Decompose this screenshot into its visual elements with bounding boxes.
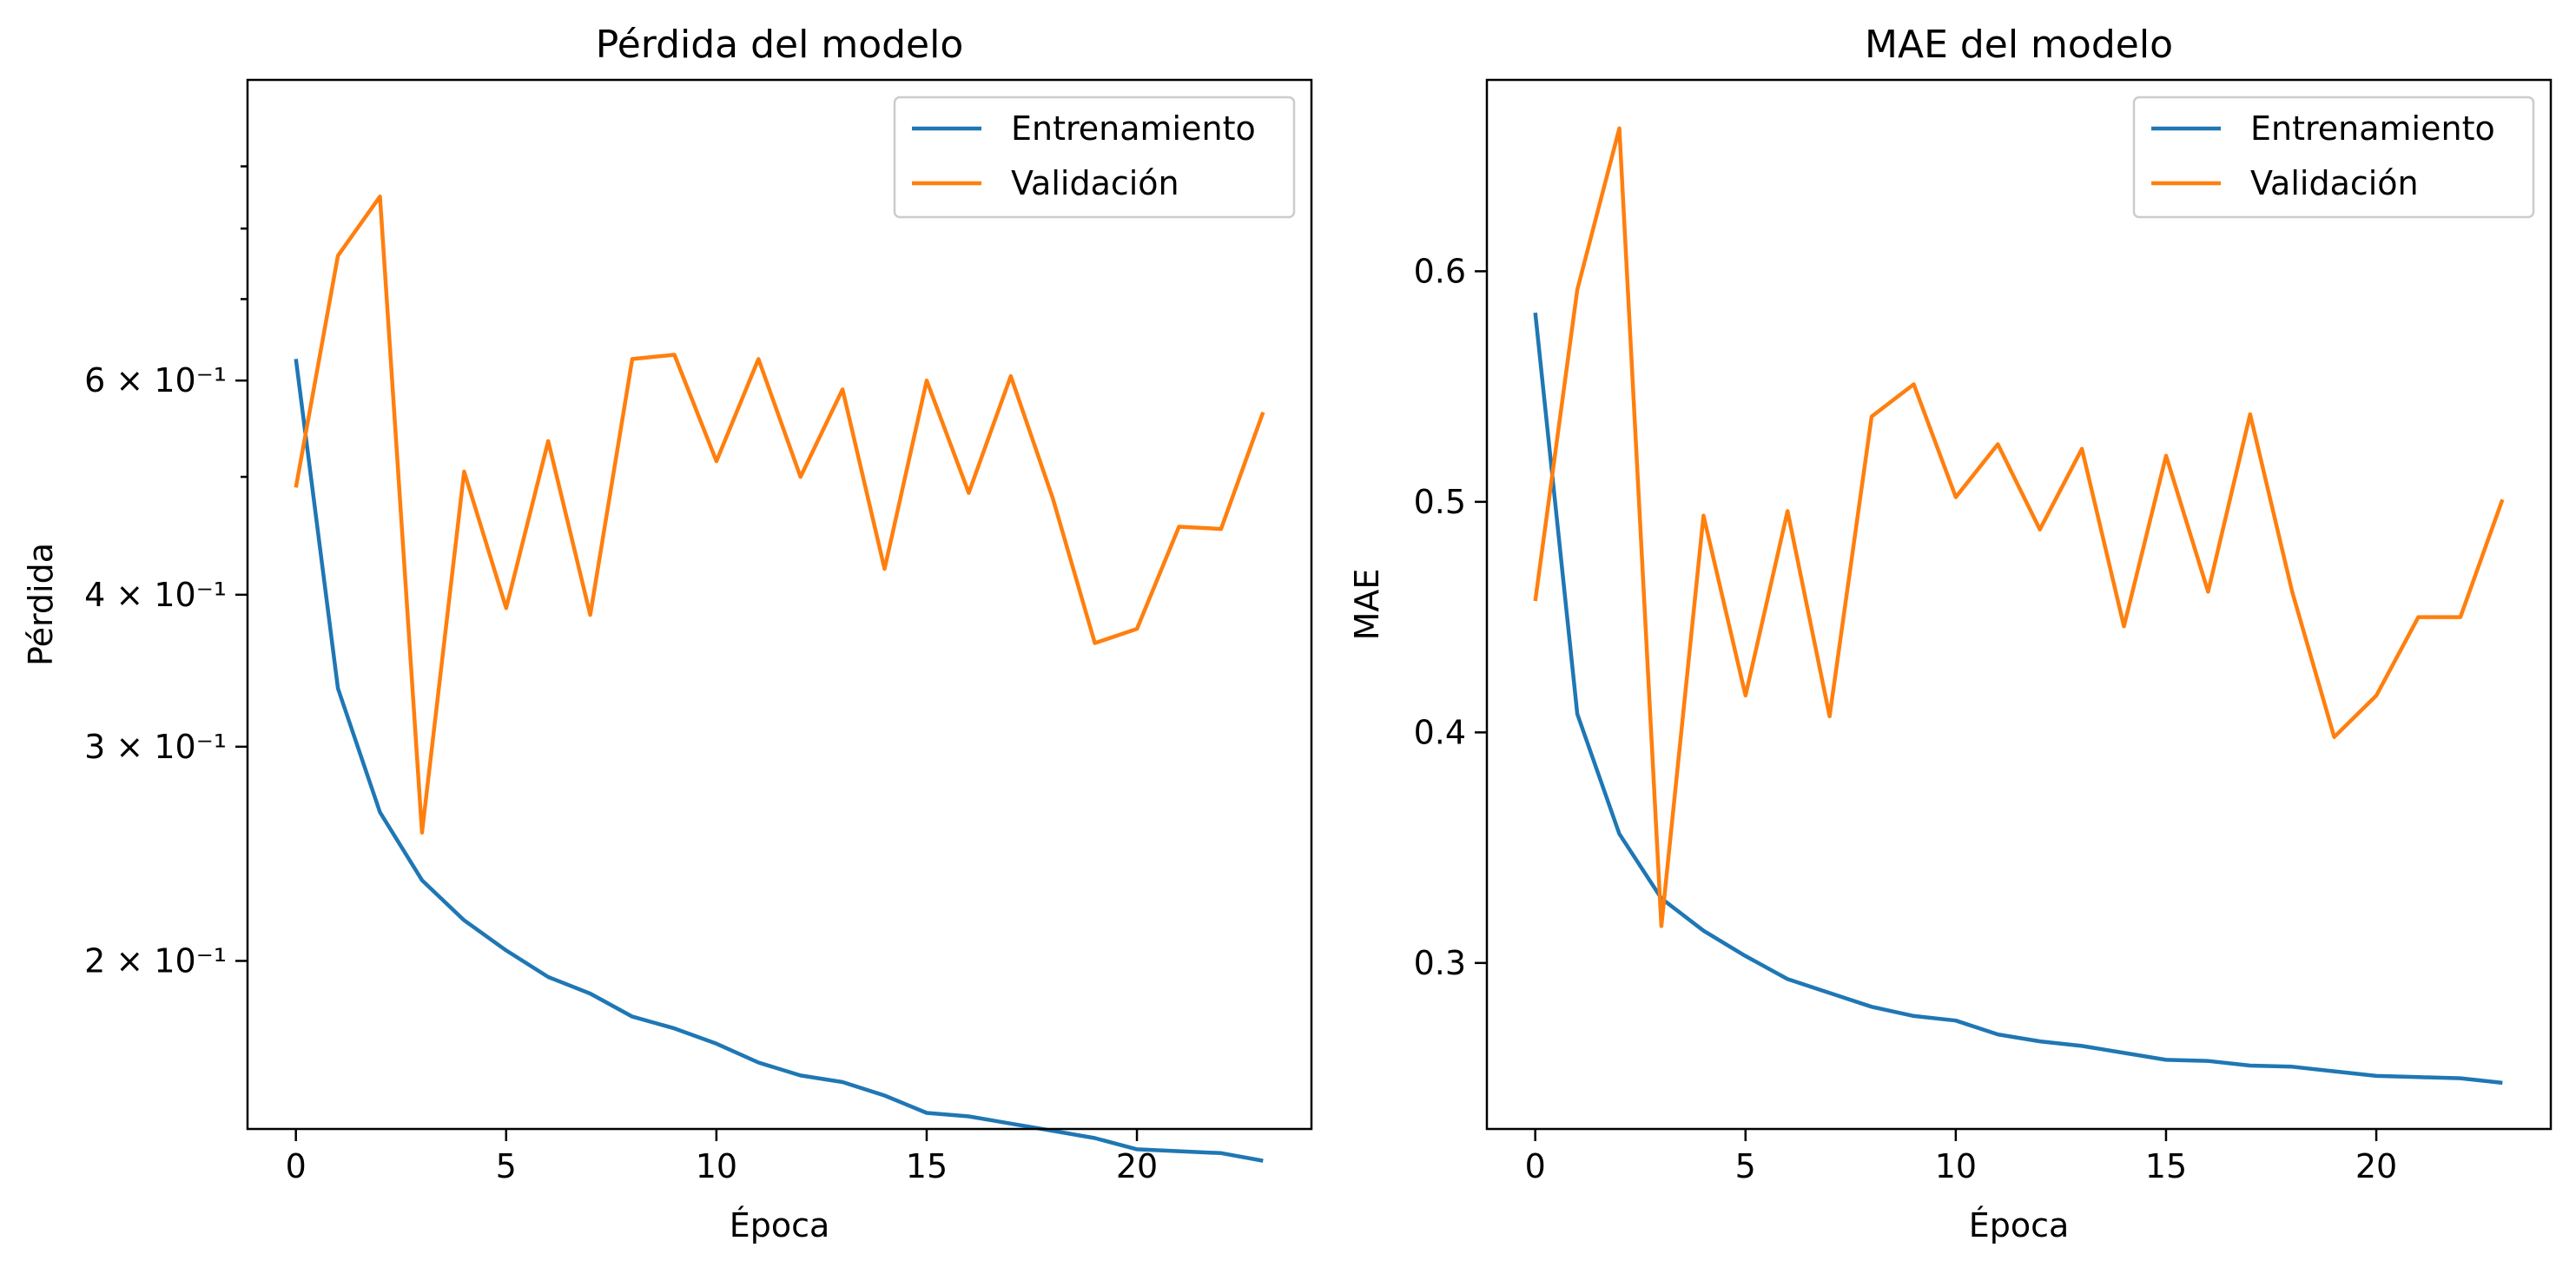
series-line-entrenamiento xyxy=(294,359,1264,1163)
mae-chart: 0 5 10 15 20 0.3 0.4 0.5 0.6 MAE del modelo Época M… xyxy=(1348,23,2553,1244)
x-tick-label: 0 xyxy=(1525,1147,1546,1185)
y-tick-label: 0.3 xyxy=(1414,944,1466,982)
legend-box xyxy=(893,96,1296,219)
axes-frame xyxy=(246,78,1313,1131)
legend-box xyxy=(2132,96,2535,219)
legend-label: Validación xyxy=(1011,164,1179,202)
y-tick-label: 0.6 xyxy=(1414,252,1466,290)
x-tick-label: 15 xyxy=(2145,1147,2187,1185)
series-line-validacion xyxy=(294,195,1265,835)
chart-title: MAE del modelo xyxy=(1865,23,2173,67)
loss-chart: 0 5 10 15 20 2 × 10⁻¹ 3 × 10⁻¹ 4 × 10⁻¹ 6 × 10⁻¹… xyxy=(22,23,1313,1244)
x-axis-label: Época xyxy=(1969,1206,2070,1244)
x-tick-label: 10 xyxy=(1935,1147,1977,1185)
chart-title: Pérdida del modelo xyxy=(596,23,964,67)
legend: Entrenamiento Validación xyxy=(2132,96,2535,219)
y-axis-label: Pérdida xyxy=(22,543,60,666)
x-tick-label: 0 xyxy=(286,1147,307,1185)
series-line-validacion xyxy=(1533,126,2505,928)
x-axis-label: Época xyxy=(730,1206,830,1244)
y-axis-label: MAE xyxy=(1348,569,1386,641)
x-tick-label: 5 xyxy=(496,1147,517,1185)
y-tick-label: 6 × 10⁻¹ xyxy=(84,361,227,399)
x-tick-label: 20 xyxy=(1116,1147,1158,1185)
y-tick-label: 3 × 10⁻¹ xyxy=(84,728,227,766)
legend-label: Entrenamiento xyxy=(1011,109,1256,148)
x-tick-label: 5 xyxy=(1735,1147,1756,1185)
x-tick-label: 20 xyxy=(2355,1147,2397,1185)
axes-frame xyxy=(1485,78,2553,1131)
y-tick-label: 0.4 xyxy=(1414,713,1466,751)
y-tick-label: 2 × 10⁻¹ xyxy=(84,941,227,980)
x-tick-label: 10 xyxy=(696,1147,737,1185)
y-tick-label: 0.5 xyxy=(1414,483,1466,521)
series-line-entrenamiento xyxy=(1533,312,2503,1086)
legend: Entrenamiento Validación xyxy=(893,96,1296,219)
legend-label: Entrenamiento xyxy=(2250,109,2495,148)
legend-label: Validación xyxy=(2250,164,2419,202)
y-tick-label: 4 × 10⁻¹ xyxy=(84,576,227,614)
x-tick-label: 15 xyxy=(906,1147,948,1185)
